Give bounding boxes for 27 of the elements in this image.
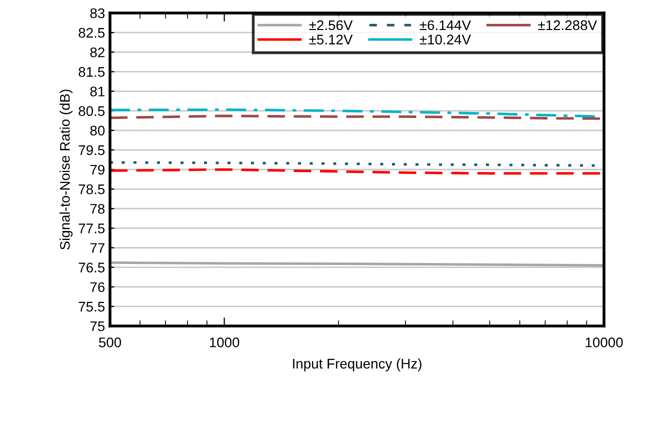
y-tick-label: 78 bbox=[90, 204, 105, 214]
y-tick-label: 77.5 bbox=[78, 224, 105, 234]
y-tick-label: 80.5 bbox=[78, 106, 105, 116]
x-axis-title: Input Frequency (Hz) bbox=[293, 358, 422, 372]
x-tick-label: 500 bbox=[98, 337, 122, 348]
y-tick-label: 76.5 bbox=[78, 262, 105, 272]
y-axis-title: Signal-to-Noise Ratio (dB) bbox=[60, 90, 73, 250]
y-tick-label: 79.5 bbox=[78, 145, 105, 156]
legend-label: ±2.56V bbox=[309, 20, 353, 30]
x-tick-label: 10000 bbox=[586, 337, 623, 348]
y-tick-label: 76 bbox=[90, 282, 105, 292]
y-tick-label: 83 bbox=[90, 8, 105, 18]
y-tick-label: 82.5 bbox=[78, 28, 105, 38]
y-tick-label: 75.5 bbox=[78, 302, 105, 312]
legend-label: ±12.288V bbox=[538, 20, 597, 30]
legend-label: ±5.12V bbox=[309, 34, 353, 44]
y-tick-label: 79 bbox=[90, 164, 104, 175]
y-tick-label: 75 bbox=[90, 321, 105, 332]
legend-label: ±10.24V bbox=[420, 34, 471, 44]
y-tick-label: 80 bbox=[90, 126, 105, 136]
y-tick-label: 77 bbox=[90, 243, 104, 253]
x-tick-label: 1000 bbox=[210, 337, 240, 348]
y-tick-label: 82 bbox=[90, 47, 104, 58]
y-tick-label: 81 bbox=[90, 86, 104, 96]
y-tick-label: 81.5 bbox=[78, 67, 105, 77]
legend-label: ±6.144V bbox=[420, 20, 471, 30]
y-tick-label: 78.5 bbox=[78, 184, 105, 194]
